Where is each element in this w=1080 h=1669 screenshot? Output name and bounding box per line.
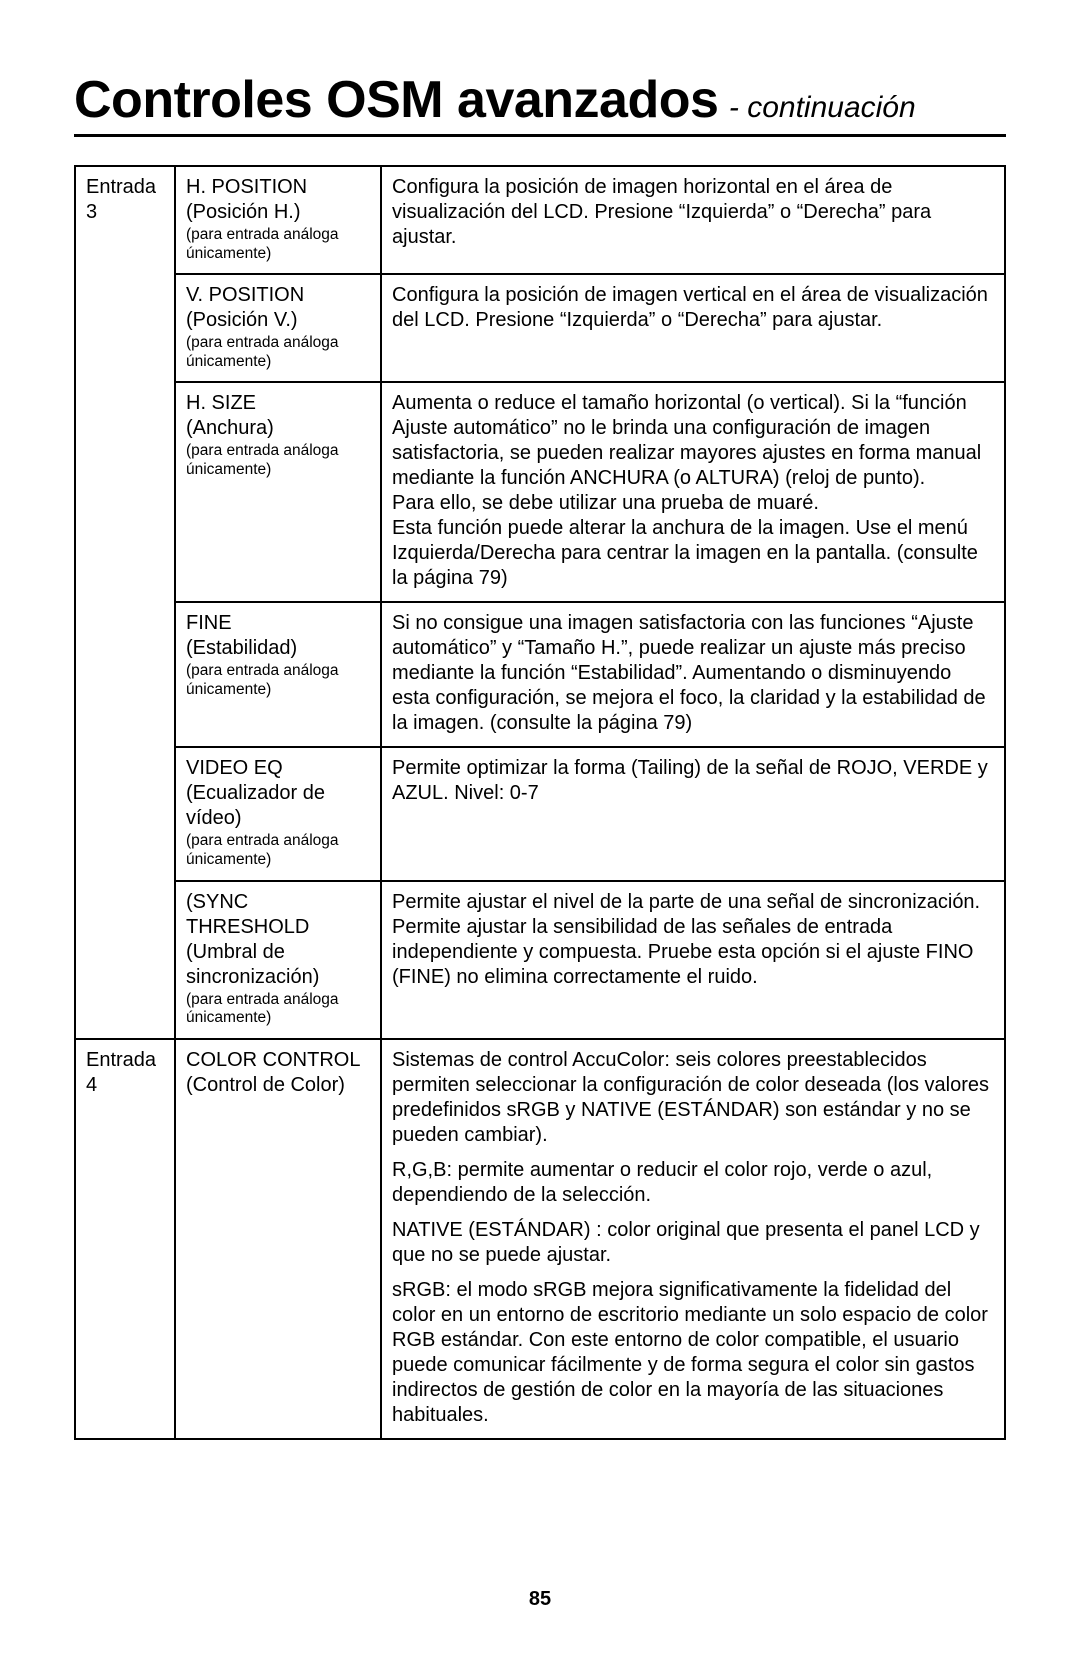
description-cell: Aumenta o reduce el tamaño horizontal (o… [381, 382, 1005, 602]
control-name-cell: (SYNC THRESHOLD(Umbral de sincronización… [175, 881, 381, 1039]
control-name-cell: V. POSITION(Posición V.)(para entrada an… [175, 274, 381, 382]
description-text: Configura la posición de imagen vertical… [392, 283, 994, 333]
description-text: NATIVE (ESTÁNDAR) : color original que p… [392, 1218, 994, 1268]
description-cell: Sistemas de control AccuColor: seis colo… [381, 1039, 1005, 1439]
description-cell: Configura la posición de imagen vertical… [381, 274, 1005, 382]
table-row: (SYNC THRESHOLD(Umbral de sincronización… [75, 881, 1005, 1039]
table-row: Entrada4COLOR CONTROL(Control de Color)S… [75, 1039, 1005, 1439]
control-note: (para entrada análoga únicamente) [186, 442, 370, 479]
control-name: V. POSITION [186, 283, 370, 308]
control-subtitle: (Anchura) [186, 416, 370, 441]
table-row: H. SIZE(Anchura)(para entrada análoga ún… [75, 382, 1005, 602]
control-subtitle: (Posición V.) [186, 308, 370, 333]
description-text: Sistemas de control AccuColor: seis colo… [392, 1048, 994, 1148]
control-note: (para entrada análoga únicamente) [186, 991, 370, 1028]
control-note: (para entrada análoga únicamente) [186, 662, 370, 699]
page-title: Controles OSM avanzados - continuación [74, 70, 1006, 137]
control-name: FINE [186, 611, 370, 636]
description-text: Permite optimizar la forma (Tailing) de … [392, 756, 994, 806]
control-subtitle: (Umbral de sincronización) [186, 940, 370, 990]
control-name: VIDEO EQ [186, 756, 370, 781]
title-main: Controles OSM avanzados [74, 71, 718, 129]
table-row: V. POSITION(Posición V.)(para entrada an… [75, 274, 1005, 382]
entry-label-cell: Entrada4 [75, 1039, 175, 1439]
description-cell: Permite optimizar la forma (Tailing) de … [381, 747, 1005, 880]
control-name-cell: H. POSITION(Posición H.)(para entrada an… [175, 166, 381, 274]
description-text: R,G,B: permite aumentar o reducir el col… [392, 1158, 994, 1208]
control-name-cell: FINE(Estabilidad)(para entrada análoga ú… [175, 602, 381, 747]
entry-label-cell: Entrada3 [75, 166, 175, 1039]
description-text: Si no consigue una imagen satisfactoria … [392, 611, 994, 736]
control-name: (SYNC THRESHOLD [186, 890, 370, 940]
osm-controls-table: Entrada3H. POSITION(Posición H.)(para en… [74, 165, 1006, 1440]
control-note: (para entrada análoga únicamente) [186, 226, 370, 263]
table-row: FINE(Estabilidad)(para entrada análoga ú… [75, 602, 1005, 747]
description-text: Configura la posición de imagen horizont… [392, 175, 994, 250]
control-subtitle: (Control de Color) [186, 1073, 370, 1098]
control-name-cell: COLOR CONTROL(Control de Color) [175, 1039, 381, 1439]
page-number: 85 [0, 1588, 1080, 1611]
control-name: COLOR CONTROL [186, 1048, 370, 1073]
control-subtitle: (Estabilidad) [186, 636, 370, 661]
control-name-cell: VIDEO EQ(Ecualizador de vídeo)(para entr… [175, 747, 381, 880]
description-text: Aumenta o reduce el tamaño horizontal (o… [392, 391, 994, 591]
control-note: (para entrada análoga únicamente) [186, 832, 370, 869]
description-cell: Si no consigue una imagen satisfactoria … [381, 602, 1005, 747]
description-cell: Permite ajustar el nivel de la parte de … [381, 881, 1005, 1039]
control-name: H. POSITION [186, 175, 370, 200]
control-name-cell: H. SIZE(Anchura)(para entrada análoga ún… [175, 382, 381, 602]
description-cell: Configura la posición de imagen horizont… [381, 166, 1005, 274]
description-text: Permite ajustar el nivel de la parte de … [392, 890, 994, 990]
table-row: VIDEO EQ(Ecualizador de vídeo)(para entr… [75, 747, 1005, 880]
control-name: H. SIZE [186, 391, 370, 416]
description-text: sRGB: el modo sRGB mejora significativam… [392, 1278, 994, 1428]
control-subtitle: (Posición H.) [186, 200, 370, 225]
title-continuation: - continuación [729, 91, 916, 124]
control-subtitle: (Ecualizador de vídeo) [186, 781, 370, 831]
table-row: Entrada3H. POSITION(Posición H.)(para en… [75, 166, 1005, 274]
control-note: (para entrada análoga únicamente) [186, 334, 370, 371]
